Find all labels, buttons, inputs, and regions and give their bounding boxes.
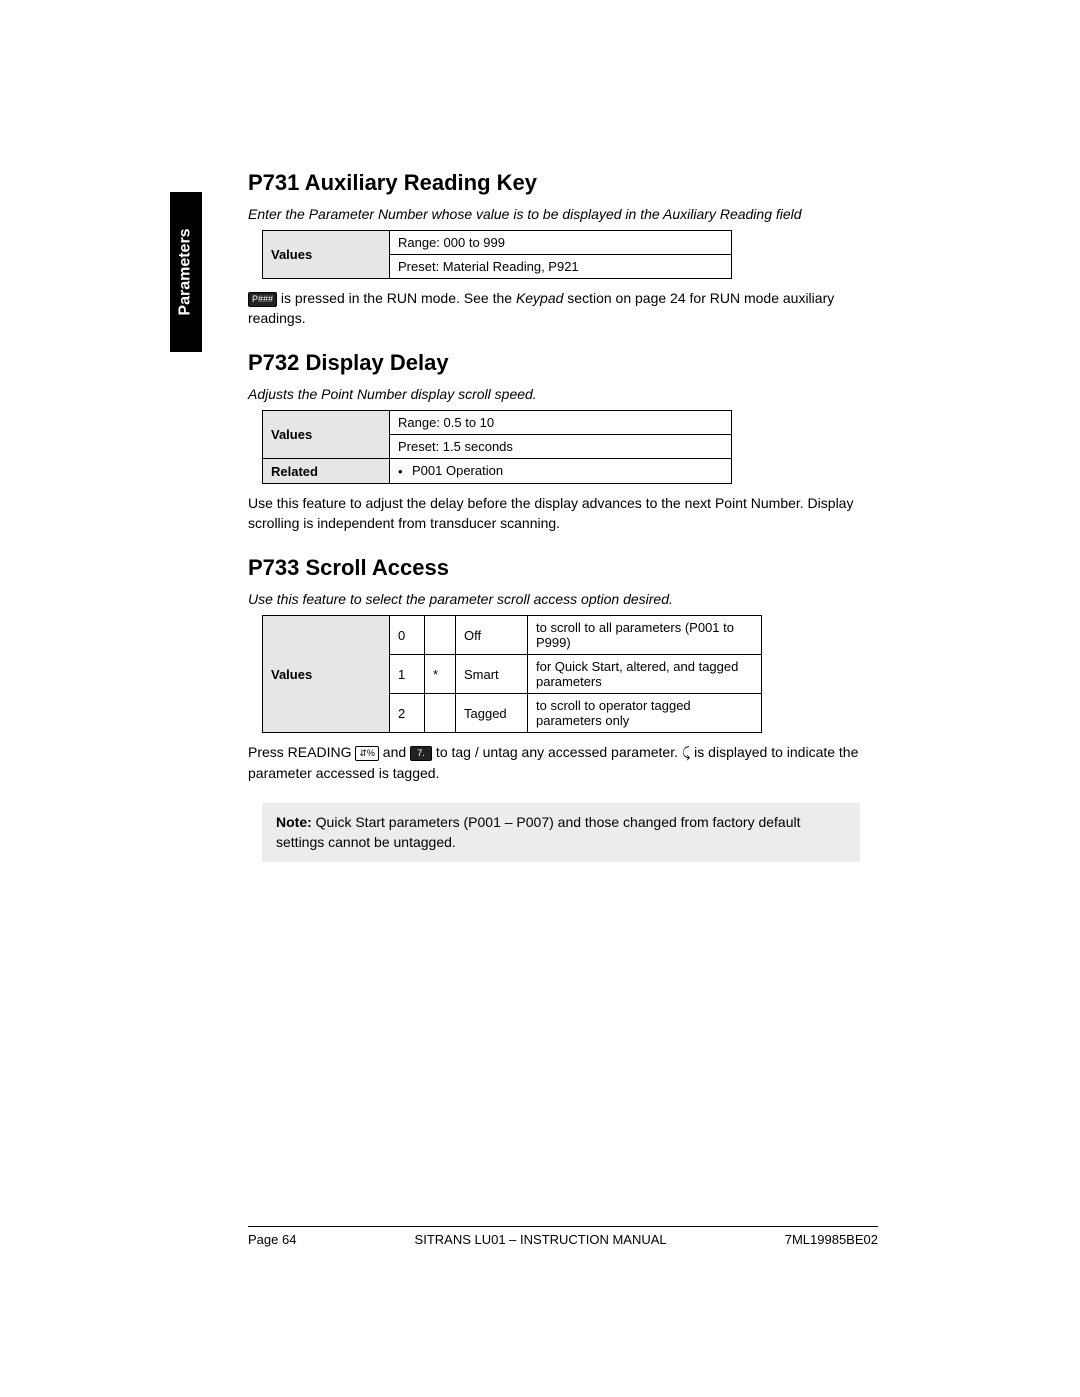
p733-r2-n: 2 xyxy=(390,694,425,733)
note-box-p733: Note: Quick Start parameters (P001 – P00… xyxy=(262,803,860,862)
intro-p733: Use this feature to select the parameter… xyxy=(248,591,878,607)
p733-r0-star xyxy=(425,616,456,655)
p731-after: P### is pressed in the RUN mode. See the… xyxy=(248,289,878,328)
section-p733: P733 Scroll Access Use this feature to s… xyxy=(248,555,878,862)
key-icon-pxxx: P### xyxy=(248,292,277,307)
p731-values-label: Values xyxy=(263,231,390,279)
p733-r1-star: * xyxy=(425,655,456,694)
p733-r0-name: Off xyxy=(456,616,528,655)
footer-rule xyxy=(248,1226,878,1227)
p732-preset: Preset: 1.5 seconds xyxy=(390,435,732,459)
p731-range: Range: 000 to 999 xyxy=(390,231,732,255)
p733-after: Press READING ⇵% and 7. to tag / untag a… xyxy=(248,743,878,783)
note-label: Note: xyxy=(276,814,312,830)
p733-r2-name: Tagged xyxy=(456,694,528,733)
key-icon-reading-2: 7. xyxy=(410,746,432,761)
intro-p732: Adjusts the Point Number display scroll … xyxy=(248,386,878,402)
intro-p731: Enter the Parameter Number whose value i… xyxy=(248,206,878,222)
table-p732: Values Range: 0.5 to 10 Preset: 1.5 seco… xyxy=(262,410,732,484)
footer-left: Page 64 xyxy=(248,1232,296,1247)
p732-range: Range: 0.5 to 10 xyxy=(390,411,732,435)
key-icon-reading-1: ⇵% xyxy=(355,746,379,761)
p733-r1-name: Smart xyxy=(456,655,528,694)
p732-values-label: Values xyxy=(263,411,390,459)
note-text: Quick Start parameters (P001 – P007) and… xyxy=(276,814,801,850)
p733-r1-n: 1 xyxy=(390,655,425,694)
section-p731: P731 Auxiliary Reading Key Enter the Par… xyxy=(248,170,878,328)
p733-values-label: Values xyxy=(263,616,390,733)
p732-related-label: Related xyxy=(263,459,390,484)
p732-related-item: •P001 Operation xyxy=(390,459,732,484)
p733-r0-n: 0 xyxy=(390,616,425,655)
p733-r1-desc: for Quick Start, altered, and tagged par… xyxy=(528,655,762,694)
p731-preset: Preset: Material Reading, P921 xyxy=(390,255,732,279)
section-p732: P732 Display Delay Adjusts the Point Num… xyxy=(248,350,878,533)
page: Parameters P731 Auxiliary Reading Key En… xyxy=(0,0,1080,1397)
heading-p733: P733 Scroll Access xyxy=(248,555,878,581)
table-p733: Values 0 Off to scroll to all parameters… xyxy=(262,615,762,733)
side-tab-label: Parameters xyxy=(177,228,195,315)
heading-p731: P731 Auxiliary Reading Key xyxy=(248,170,878,196)
heading-p732: P732 Display Delay xyxy=(248,350,878,376)
p732-after: Use this feature to adjust the delay bef… xyxy=(248,494,878,533)
table-p731: Values Range: 000 to 999 Preset: Materia… xyxy=(262,230,732,279)
p733-r2-star xyxy=(425,694,456,733)
footer-right: 7ML19985BE02 xyxy=(785,1232,878,1247)
page-content: P731 Auxiliary Reading Key Enter the Par… xyxy=(248,170,878,884)
side-tab-parameters: Parameters xyxy=(170,192,202,352)
p733-r0-desc: to scroll to all parameters (P001 to P99… xyxy=(528,616,762,655)
p733-r2-desc: to scroll to operator tagged parameters … xyxy=(528,694,762,733)
footer-center: SITRANS LU01 – INSTRUCTION MANUAL xyxy=(415,1232,667,1247)
page-footer: Page 64 SITRANS LU01 – INSTRUCTION MANUA… xyxy=(248,1232,878,1247)
